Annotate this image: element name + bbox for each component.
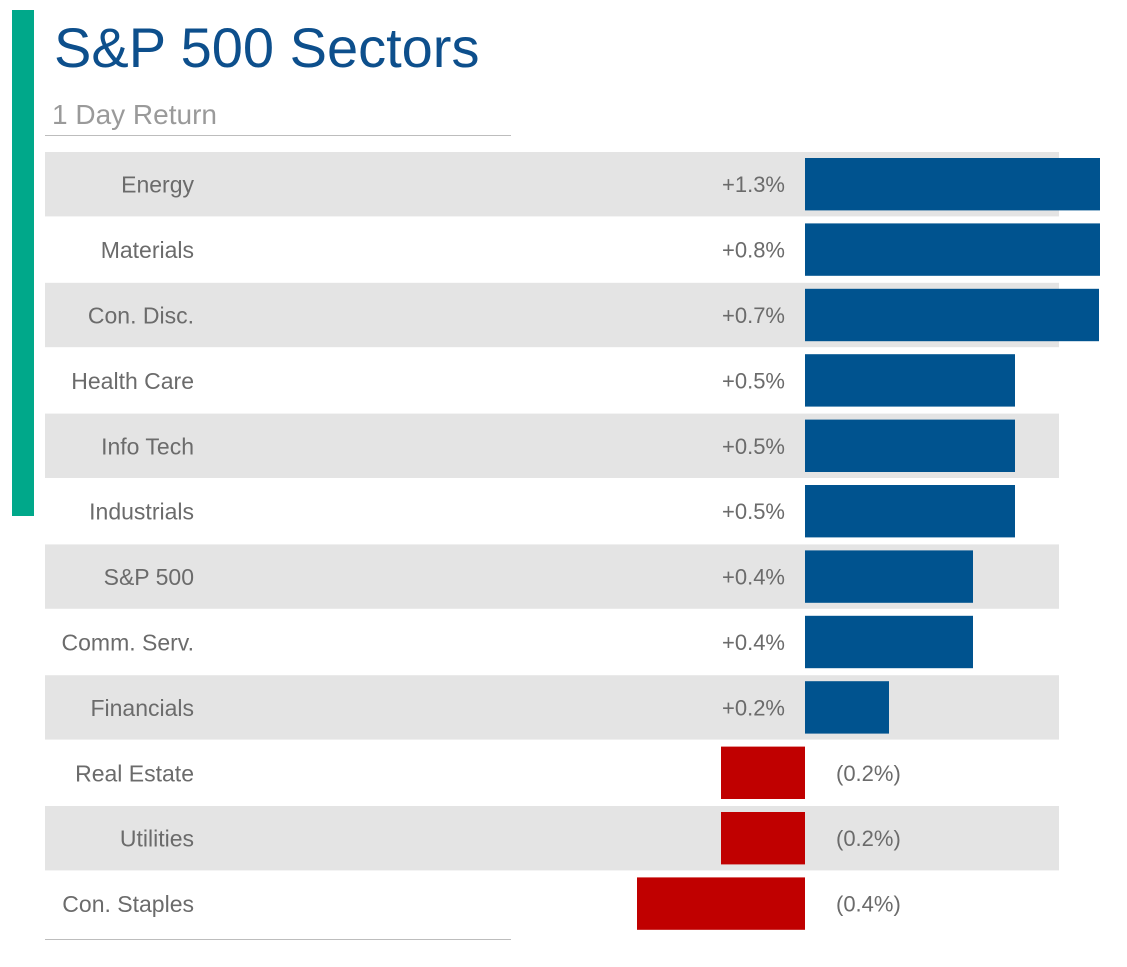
category-label: Health Care — [71, 368, 194, 394]
bar — [805, 419, 1015, 472]
category-label: Utilities — [120, 826, 194, 852]
category-label: S&P 500 — [104, 564, 194, 590]
value-label: +0.2% — [722, 695, 785, 720]
category-label: Con. Disc. — [88, 303, 194, 329]
bar — [805, 223, 1100, 276]
accent-bar — [12, 10, 34, 516]
category-label: Industrials — [89, 499, 194, 525]
bar — [637, 877, 805, 930]
value-label: +0.5% — [722, 434, 785, 459]
bar — [805, 681, 889, 734]
bar — [721, 812, 805, 865]
divider-bottom — [45, 939, 511, 940]
value-label: +0.5% — [722, 368, 785, 393]
bar — [805, 288, 1099, 342]
row-band — [45, 675, 1059, 740]
value-label: +0.4% — [722, 565, 785, 590]
category-label: Comm. Serv. — [62, 630, 194, 656]
value-label: (0.2%) — [836, 761, 901, 786]
bar — [805, 550, 973, 603]
category-label: Materials — [101, 237, 194, 263]
category-label: Financials — [90, 695, 194, 721]
value-label: (0.2%) — [836, 826, 901, 851]
row-band — [45, 806, 1059, 871]
category-label: Energy — [121, 172, 194, 198]
page-title: S&P 500 Sectors — [54, 16, 480, 79]
value-label: +0.4% — [722, 630, 785, 655]
category-label: Con. Staples — [62, 891, 194, 917]
value-label: (0.4%) — [836, 892, 901, 917]
bar — [805, 158, 1100, 211]
value-label: +0.7% — [722, 303, 785, 328]
page-subtitle: 1 Day Return — [52, 99, 217, 130]
value-label: +0.5% — [722, 499, 785, 524]
value-label: +0.8% — [722, 238, 785, 263]
bar — [805, 354, 1015, 407]
bar — [805, 615, 973, 669]
category-label: Real Estate — [75, 760, 194, 786]
bar — [805, 485, 1015, 538]
value-label: +1.3% — [722, 172, 785, 197]
bar — [721, 746, 805, 799]
category-label: Info Tech — [101, 433, 194, 459]
divider-top — [45, 135, 511, 136]
